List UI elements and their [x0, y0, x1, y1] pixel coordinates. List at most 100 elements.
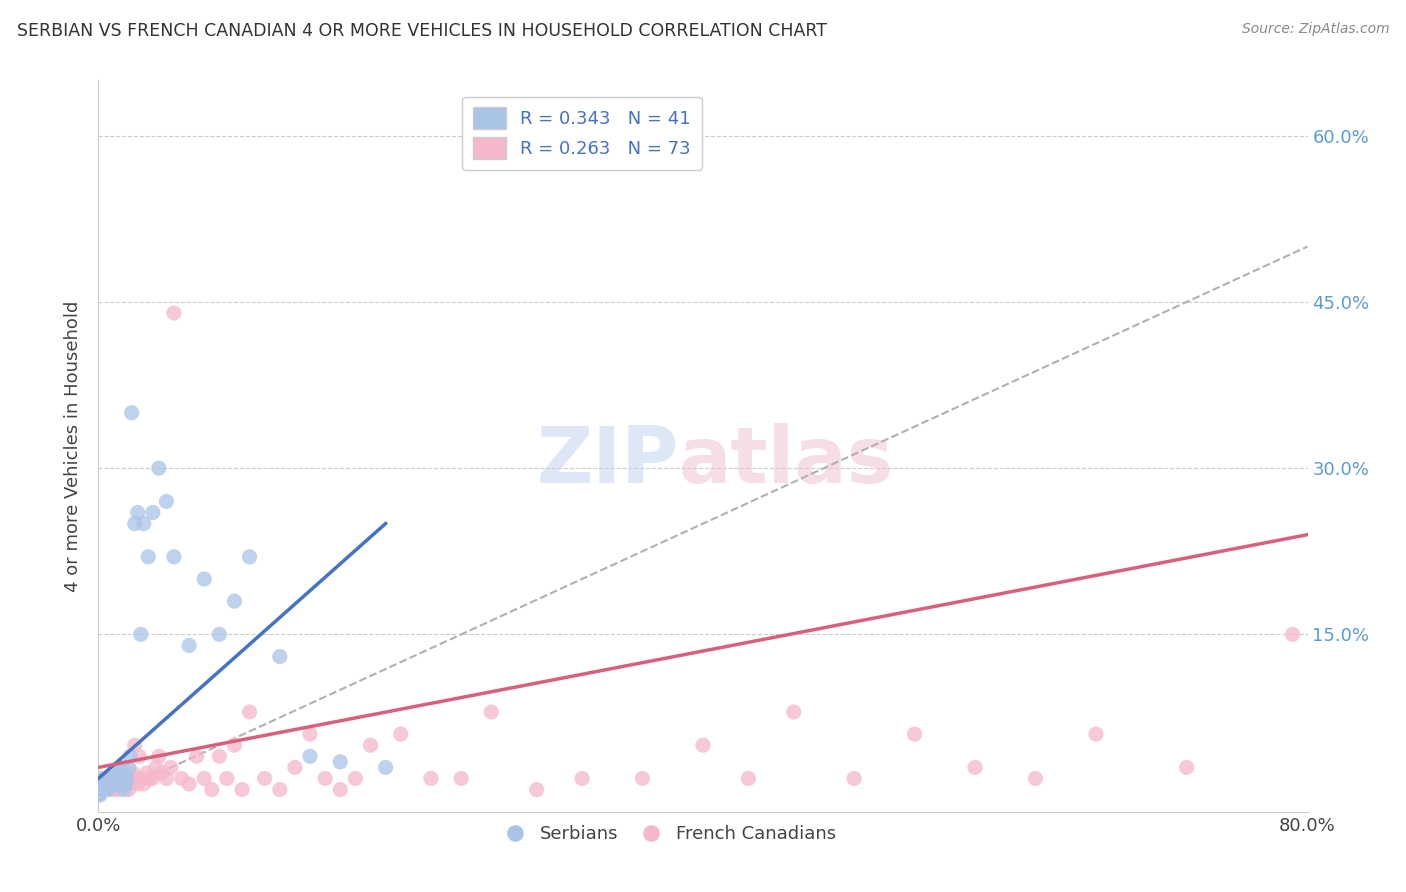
Point [314, 772, 336, 786]
Point [389, 727, 412, 741]
Point [571, 772, 593, 786]
Text: Source: ZipAtlas.com: Source: ZipAtlas.com [1241, 22, 1389, 37]
Point [101, 773, 124, 788]
Point [139, 772, 162, 786]
Legend: Serbians, French Canadians: Serbians, French Canadians [489, 818, 844, 850]
Point [100, 782, 122, 797]
Point [101, 772, 124, 786]
Point [90, 777, 112, 791]
Point [269, 782, 291, 797]
Point [107, 777, 129, 791]
Point [93, 772, 115, 786]
Point [108, 760, 131, 774]
Point [160, 760, 183, 774]
Point [96, 772, 118, 786]
Point [142, 506, 165, 520]
Point [904, 727, 927, 741]
Point [98, 772, 121, 786]
Point [111, 777, 134, 791]
Point [132, 516, 155, 531]
Point [329, 755, 352, 769]
Point [120, 749, 142, 764]
Point [737, 772, 759, 786]
Y-axis label: 4 or more Vehicles in Household: 4 or more Vehicles in Household [63, 301, 82, 591]
Point [89, 772, 111, 786]
Point [150, 766, 173, 780]
Point [105, 772, 128, 786]
Point [145, 760, 167, 774]
Point [148, 461, 170, 475]
Point [94, 777, 117, 791]
Point [121, 777, 143, 791]
Point [239, 705, 262, 719]
Point [1085, 727, 1108, 741]
Point [360, 738, 382, 752]
Point [121, 406, 143, 420]
Point [186, 749, 208, 764]
Point [374, 760, 396, 774]
Point [193, 572, 215, 586]
Point [120, 772, 142, 786]
Point [103, 777, 125, 791]
Point [91, 777, 114, 791]
Point [201, 782, 224, 797]
Point [526, 782, 548, 797]
Point [329, 782, 352, 797]
Point [93, 772, 115, 786]
Point [299, 727, 322, 741]
Point [128, 749, 150, 764]
Point [420, 772, 443, 786]
Point [170, 772, 193, 786]
Point [142, 772, 165, 786]
Point [129, 627, 152, 641]
Point [284, 760, 307, 774]
Point [179, 777, 201, 791]
Point [110, 772, 132, 786]
Text: SERBIAN VS FRENCH CANADIAN 4 OR MORE VEHICLES IN HOUSEHOLD CORRELATION CHART: SERBIAN VS FRENCH CANADIAN 4 OR MORE VEH… [17, 22, 827, 40]
Point [94, 777, 117, 791]
Point [631, 772, 654, 786]
Point [110, 772, 132, 786]
Point [1024, 772, 1046, 786]
Point [124, 516, 146, 531]
Point [114, 777, 136, 791]
Point [783, 705, 806, 719]
Point [127, 506, 149, 520]
Point [107, 777, 129, 791]
Point [965, 760, 987, 774]
Point [1281, 627, 1303, 641]
Point [108, 782, 131, 797]
Point [208, 749, 231, 764]
Point [94, 782, 117, 797]
Point [112, 760, 135, 774]
Point [231, 782, 253, 797]
Point [344, 772, 367, 786]
Point [193, 772, 215, 786]
Point [136, 549, 159, 564]
Point [155, 494, 177, 508]
Point [179, 639, 201, 653]
Point [90, 782, 112, 797]
Point [122, 766, 145, 780]
Point [269, 649, 291, 664]
Point [1175, 760, 1198, 774]
Point [103, 777, 125, 791]
Point [481, 705, 503, 719]
Point [118, 782, 141, 797]
Point [91, 782, 114, 797]
Point [114, 777, 136, 791]
Point [450, 772, 472, 786]
Point [98, 777, 121, 791]
Point [127, 777, 149, 791]
Point [692, 738, 714, 752]
Point [112, 782, 135, 797]
Point [89, 788, 111, 802]
Text: ZIP: ZIP [537, 423, 679, 499]
Point [253, 772, 276, 786]
Point [111, 766, 134, 780]
Point [125, 772, 148, 786]
Point [299, 749, 322, 764]
Point [115, 772, 138, 786]
Point [215, 772, 238, 786]
Point [148, 749, 170, 764]
